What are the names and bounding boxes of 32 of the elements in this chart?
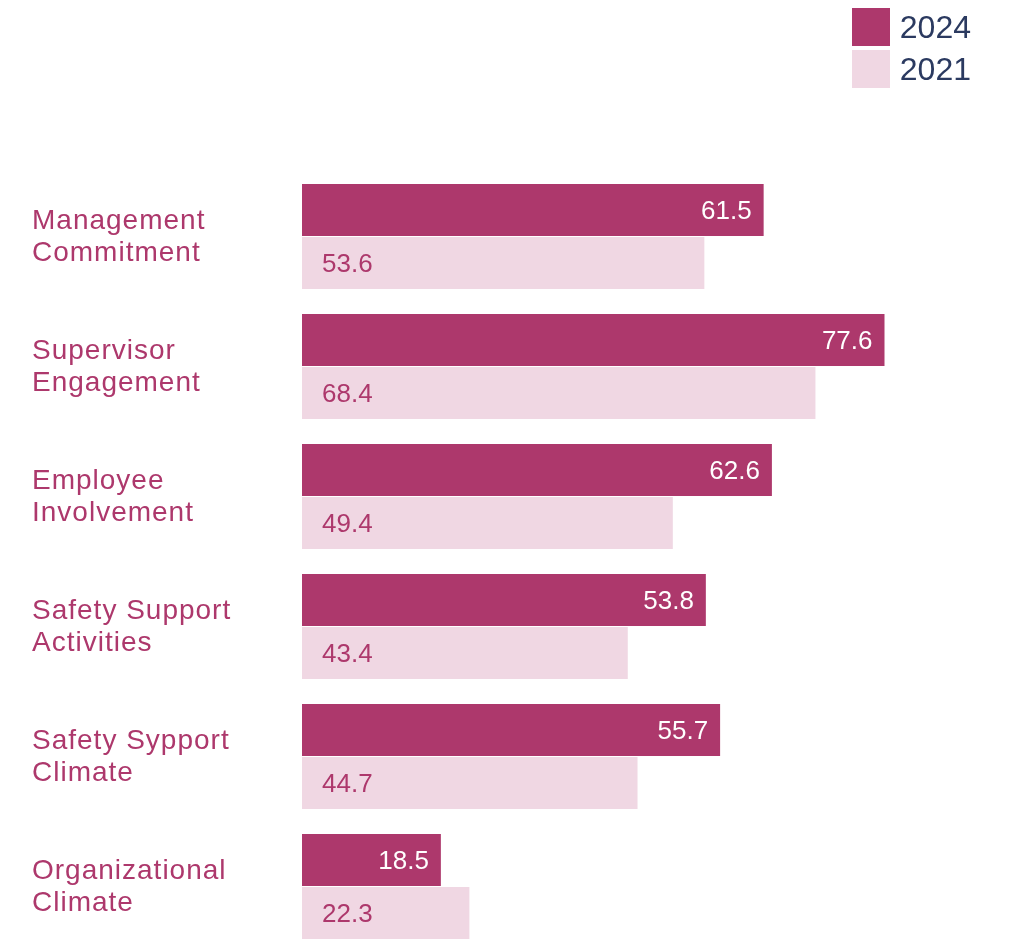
bar bbox=[302, 834, 441, 886]
data-label: 68.4 bbox=[322, 378, 373, 408]
bar bbox=[302, 444, 772, 496]
data-label: 77.6 bbox=[821, 325, 873, 355]
y-tick-label: Safety Sypport Climate bbox=[32, 724, 230, 787]
y-tick-label: Management Commitment bbox=[32, 204, 206, 267]
bar bbox=[302, 497, 673, 549]
bar bbox=[302, 184, 764, 236]
y-tick-label: Organizational Climate bbox=[32, 854, 227, 917]
bar bbox=[302, 237, 705, 289]
data-label: 18.5 bbox=[378, 845, 429, 875]
bar bbox=[302, 627, 628, 679]
data-label: 49.4 bbox=[322, 508, 373, 538]
y-tick-label: Safety Support Activities bbox=[32, 594, 232, 657]
bar bbox=[302, 367, 816, 419]
data-label: 22.3 bbox=[322, 898, 373, 928]
data-label: 61.5 bbox=[701, 195, 752, 225]
bar bbox=[302, 757, 638, 809]
bar bbox=[302, 314, 885, 366]
bar bbox=[302, 887, 470, 939]
data-label: 62.6 bbox=[709, 455, 760, 485]
y-tick-label: Employee Involvement bbox=[32, 464, 194, 527]
bar bbox=[302, 574, 706, 626]
data-label: 44.7 bbox=[322, 768, 373, 798]
y-tick-label: Supervisor Engagement bbox=[32, 334, 201, 397]
bar bbox=[302, 704, 721, 756]
legend-label: 2024 bbox=[899, 8, 971, 46]
data-label: 53.8 bbox=[643, 585, 694, 615]
data-label: 53.6 bbox=[322, 248, 373, 278]
data-label: 43.4 bbox=[322, 638, 373, 668]
legend-label: 2021 bbox=[899, 50, 971, 88]
data-label: 55.7 bbox=[657, 715, 709, 745]
